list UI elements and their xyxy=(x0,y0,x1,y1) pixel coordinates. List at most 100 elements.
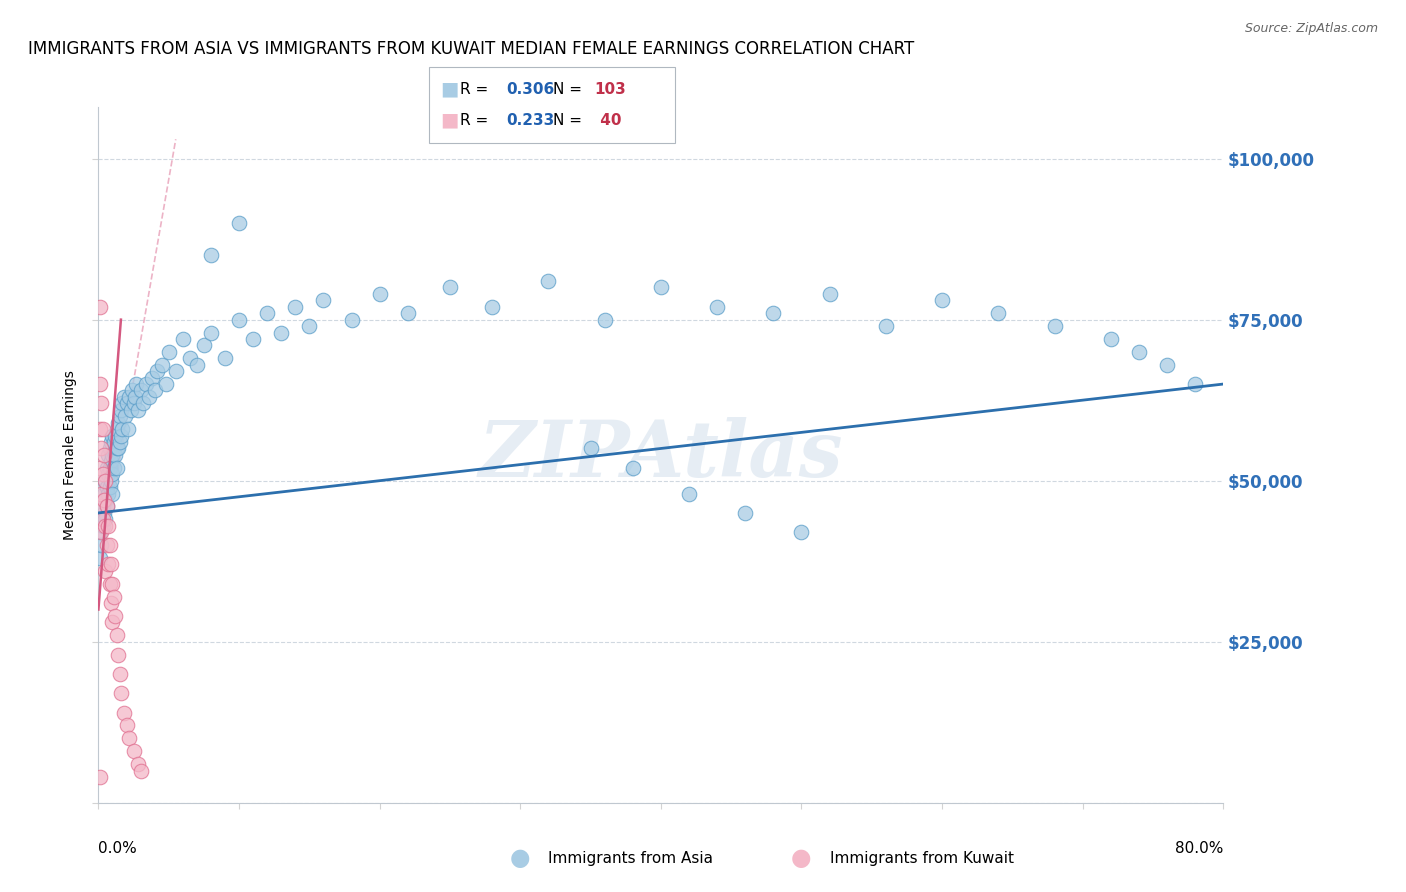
Point xyxy=(340,312,363,326)
Point xyxy=(621,460,644,475)
Text: ●: ● xyxy=(792,847,811,870)
Point xyxy=(157,344,180,359)
Text: 0.233: 0.233 xyxy=(506,113,554,128)
Point xyxy=(107,648,129,662)
Point xyxy=(107,416,129,430)
Point xyxy=(90,486,112,500)
Point xyxy=(107,442,129,456)
Text: ●: ● xyxy=(510,847,530,870)
Point xyxy=(650,280,672,294)
Point xyxy=(284,300,307,314)
Point xyxy=(91,467,114,482)
Point xyxy=(127,402,149,417)
Text: 0.0%: 0.0% xyxy=(98,841,138,856)
Point xyxy=(91,500,114,514)
Point xyxy=(256,306,278,320)
Text: Immigrants from Asia: Immigrants from Asia xyxy=(548,851,713,865)
Point xyxy=(110,428,132,442)
Point xyxy=(98,480,121,494)
Point xyxy=(818,286,841,301)
Point xyxy=(706,300,728,314)
Text: 80.0%: 80.0% xyxy=(1175,841,1223,856)
Point xyxy=(93,493,115,508)
Point xyxy=(96,538,118,552)
Point xyxy=(678,486,700,500)
Point xyxy=(97,486,120,500)
Point xyxy=(127,757,149,772)
Point xyxy=(270,326,292,340)
Point xyxy=(96,500,118,514)
Point xyxy=(214,351,236,366)
Point xyxy=(89,300,111,314)
Point xyxy=(1184,377,1206,392)
Point xyxy=(108,409,131,424)
Point xyxy=(105,442,128,456)
Point xyxy=(1043,319,1066,334)
Point xyxy=(172,332,194,346)
Point xyxy=(97,518,120,533)
Point xyxy=(762,306,785,320)
Point xyxy=(98,442,121,456)
Point xyxy=(155,377,177,392)
Point xyxy=(105,422,128,436)
Point xyxy=(129,384,152,398)
Point xyxy=(141,370,163,384)
Point xyxy=(101,467,124,482)
Point xyxy=(228,216,250,230)
Point xyxy=(100,454,122,468)
Point xyxy=(94,493,117,508)
Point xyxy=(111,422,134,436)
Point xyxy=(111,396,134,410)
Point xyxy=(165,364,187,378)
Point xyxy=(100,596,122,610)
Point xyxy=(129,764,152,778)
Point xyxy=(96,500,118,514)
Point xyxy=(108,435,131,450)
Text: R =: R = xyxy=(460,113,488,128)
Point xyxy=(91,518,114,533)
Point xyxy=(312,293,335,308)
Point xyxy=(875,319,897,334)
Point xyxy=(124,390,146,404)
Point xyxy=(104,609,127,624)
Point xyxy=(104,448,127,462)
Point xyxy=(122,396,145,410)
Point xyxy=(368,286,391,301)
Point xyxy=(98,460,121,475)
Text: Immigrants from Kuwait: Immigrants from Kuwait xyxy=(830,851,1014,865)
Point xyxy=(103,435,125,450)
Point xyxy=(537,274,560,288)
Point xyxy=(1099,332,1122,346)
Point xyxy=(734,506,756,520)
Text: ZIPAtlas: ZIPAtlas xyxy=(478,417,844,493)
Point xyxy=(98,538,121,552)
Point xyxy=(228,312,250,326)
Point xyxy=(200,248,222,262)
Point xyxy=(200,326,222,340)
Point xyxy=(94,518,117,533)
Point xyxy=(987,306,1010,320)
Point xyxy=(481,300,503,314)
Point xyxy=(439,280,461,294)
Point xyxy=(115,396,138,410)
Point xyxy=(135,377,157,392)
Point xyxy=(298,319,321,334)
Point xyxy=(94,474,117,488)
Point xyxy=(138,390,160,404)
Point xyxy=(242,332,264,346)
Y-axis label: Median Female Earnings: Median Female Earnings xyxy=(63,370,77,540)
Text: 0.306: 0.306 xyxy=(506,82,554,96)
Point xyxy=(100,558,122,572)
Point xyxy=(93,486,115,500)
Point xyxy=(121,384,143,398)
Point xyxy=(97,467,120,482)
Text: Source: ZipAtlas.com: Source: ZipAtlas.com xyxy=(1244,22,1378,36)
Point xyxy=(193,338,215,352)
Point xyxy=(89,422,111,436)
Point xyxy=(396,306,419,320)
Point xyxy=(110,402,132,417)
Point xyxy=(90,442,112,456)
Point xyxy=(122,744,145,758)
Point xyxy=(112,390,135,404)
Text: N =: N = xyxy=(553,82,582,96)
